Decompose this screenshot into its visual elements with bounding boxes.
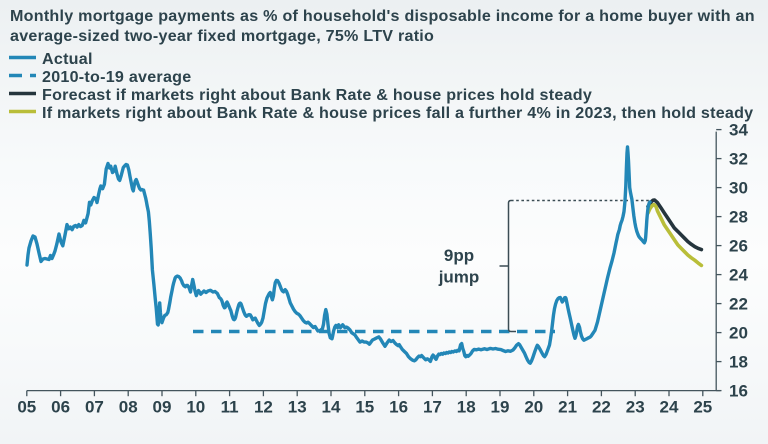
svg-text:08: 08 (119, 398, 138, 417)
svg-text:22: 22 (592, 398, 611, 417)
svg-text:jump: jump (438, 268, 480, 287)
svg-text:21: 21 (558, 398, 577, 417)
svg-text:05: 05 (17, 398, 36, 417)
svg-text:20: 20 (729, 324, 748, 343)
svg-text:34: 34 (729, 121, 748, 140)
svg-text:22: 22 (729, 295, 748, 314)
svg-text:18: 18 (729, 353, 748, 372)
svg-text:19: 19 (491, 398, 510, 417)
svg-text:16: 16 (389, 398, 408, 417)
svg-text:26: 26 (729, 237, 748, 256)
svg-text:24: 24 (660, 398, 679, 417)
svg-text:07: 07 (85, 398, 104, 417)
svg-text:23: 23 (626, 398, 645, 417)
svg-text:30: 30 (729, 179, 748, 198)
svg-text:13: 13 (288, 398, 307, 417)
svg-text:9pp: 9pp (444, 246, 474, 265)
svg-text:06: 06 (51, 398, 70, 417)
svg-text:11: 11 (221, 398, 239, 417)
svg-text:17: 17 (423, 398, 442, 417)
svg-text:10: 10 (186, 398, 205, 417)
svg-text:15: 15 (355, 398, 374, 417)
svg-text:20: 20 (524, 398, 543, 417)
svg-text:32: 32 (729, 150, 748, 169)
svg-text:24: 24 (729, 266, 748, 285)
svg-text:16: 16 (729, 382, 748, 401)
svg-text:14: 14 (322, 398, 341, 417)
svg-text:18: 18 (457, 398, 476, 417)
svg-text:12: 12 (254, 398, 273, 417)
svg-text:09: 09 (153, 398, 172, 417)
svg-text:28: 28 (729, 208, 748, 227)
svg-text:25: 25 (693, 398, 712, 417)
